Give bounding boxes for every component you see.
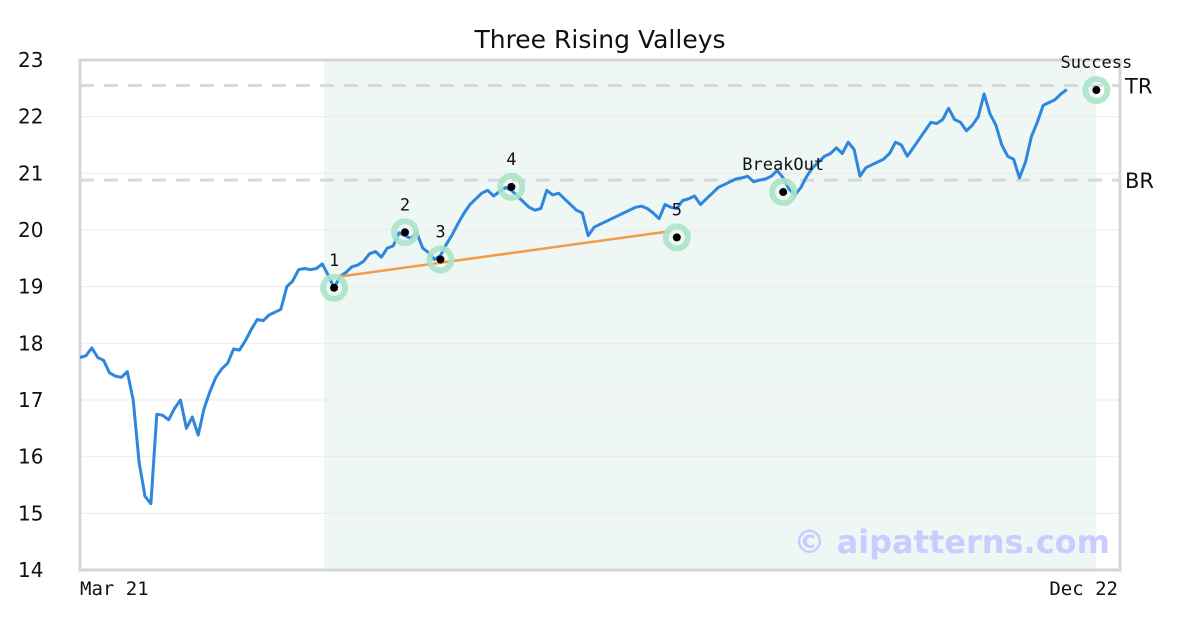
point-label: 1 [329, 251, 339, 271]
point-label: Success [1061, 53, 1133, 73]
y-tick-label: 22 [18, 105, 43, 129]
y-tick-label: 21 [18, 161, 43, 185]
highlight-region [324, 60, 1097, 570]
y-tick-label: 18 [18, 331, 43, 355]
point-marker [672, 233, 681, 242]
point-label: BreakOut [742, 155, 824, 175]
x-tick-start: Mar 21 [80, 578, 149, 600]
price-line [79, 88, 1068, 506]
reference-line-label: TR [1124, 75, 1152, 99]
reference-lines: TR BR [80, 75, 1154, 193]
point-marker [507, 182, 516, 191]
point-marker-halo [769, 178, 798, 207]
y-tick-label: 23 [18, 48, 43, 72]
point-label: 3 [435, 222, 445, 242]
point-marker-halo [497, 172, 526, 201]
watermark: © aipatterns.com [793, 523, 1110, 561]
y-tick-label: 17 [18, 388, 43, 412]
y-tick-label: 16 [18, 445, 43, 469]
pattern-points: 1 2 3 4 5 BreakOut Success [320, 53, 1133, 302]
y-tick-label: 20 [18, 218, 43, 242]
point-label: 4 [506, 150, 516, 170]
point-marker-halo [391, 218, 419, 247]
point-marker-halo [320, 273, 349, 302]
x-tick-end: Dec 22 [1049, 578, 1118, 600]
point-marker-halo [1082, 76, 1111, 105]
point-marker-halo [426, 245, 455, 274]
reference-line-label: BR [1125, 169, 1154, 193]
point-marker [330, 283, 339, 292]
point-label: 5 [672, 200, 682, 220]
point-marker [401, 228, 409, 237]
point-marker-halo [662, 223, 691, 252]
plot-frame [78, 58, 1122, 572]
y-axis-ticks: 14 15 16 17 18 19 20 21 22 23 [18, 48, 43, 582]
point-marker [779, 188, 788, 197]
valley-trend-line [339, 229, 672, 278]
y-tick-label: 14 [18, 558, 43, 582]
point-marker [1092, 86, 1101, 95]
price-series [79, 88, 1068, 506]
point-label: 2 [400, 195, 410, 215]
y-tick-label: 19 [18, 275, 43, 299]
chart-title: Three Rising Valleys [473, 25, 725, 54]
point-marker [436, 255, 445, 264]
y-tick-label: 15 [18, 501, 43, 525]
